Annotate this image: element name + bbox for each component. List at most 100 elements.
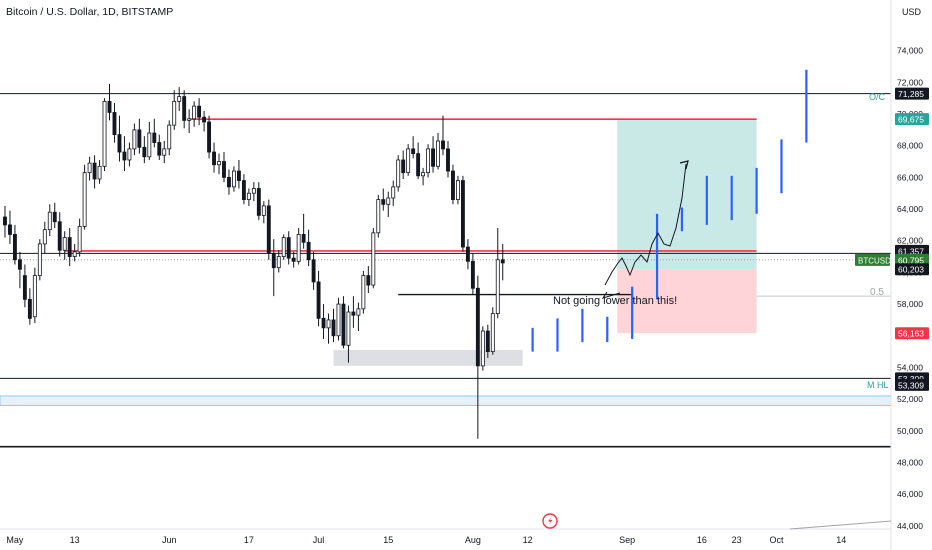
candle[interactable] [192, 101, 197, 127]
candle[interactable] [465, 239, 470, 270]
candle[interactable] [446, 140, 450, 178]
candle[interactable] [296, 228, 301, 265]
candle[interactable] [460, 175, 465, 252]
candle[interactable] [202, 110, 207, 132]
candle[interactable] [152, 118, 157, 148]
candle[interactable] [401, 150, 406, 179]
tv-logo[interactable] [542, 513, 558, 529]
candle[interactable] [217, 153, 221, 175]
currency-label[interactable]: USD [902, 7, 922, 17]
candle[interactable] [147, 121, 152, 160]
candle[interactable] [232, 166, 236, 192]
candle[interactable] [87, 156, 92, 181]
candle[interactable] [316, 270, 321, 327]
candle[interactable] [222, 152, 226, 183]
candle[interactable] [266, 199, 271, 260]
candle[interactable] [102, 98, 107, 172]
price-axis[interactable]: USD 74,00072,00070,00068,00066,00064,000… [855, 0, 932, 550]
candle[interactable] [346, 305, 351, 363]
candle[interactable] [27, 288, 32, 325]
candle[interactable] [47, 204, 52, 236]
candle[interactable] [366, 266, 371, 294]
candle[interactable] [436, 133, 440, 170]
candle[interactable] [341, 296, 346, 349]
candle[interactable] [132, 123, 137, 156]
candle[interactable] [42, 221, 47, 254]
candle[interactable] [386, 191, 391, 217]
candle[interactable] [321, 304, 326, 339]
candle[interactable] [301, 213, 306, 249]
candle[interactable] [391, 180, 396, 206]
candle[interactable] [62, 231, 67, 260]
candle[interactable] [281, 234, 286, 260]
time-axis[interactable]: May 13 Jun 17 Jul 15 Aug 12 Sep 16 23 Oct 14 [0, 528, 891, 545]
candle[interactable] [261, 201, 266, 224]
candle[interactable] [142, 136, 147, 164]
candle[interactable] [162, 140, 167, 164]
candle[interactable] [475, 275, 480, 439]
candle[interactable] [431, 136, 435, 173]
candle[interactable] [311, 251, 316, 290]
candle[interactable] [406, 144, 411, 176]
candle[interactable] [197, 98, 202, 126]
candle[interactable] [172, 90, 177, 130]
candle[interactable] [227, 169, 231, 195]
candle[interactable] [77, 218, 82, 257]
candle[interactable] [276, 250, 281, 273]
candle[interactable] [246, 188, 251, 206]
candle[interactable] [107, 83, 112, 121]
candle[interactable] [182, 90, 187, 129]
candle[interactable] [411, 136, 416, 159]
candle[interactable] [331, 308, 336, 343]
candle[interactable] [177, 87, 182, 111]
candle[interactable] [426, 144, 431, 178]
candle[interactable] [251, 182, 256, 202]
candle[interactable] [67, 228, 72, 267]
candle[interactable] [356, 302, 361, 332]
candle[interactable] [441, 115, 445, 156]
candle[interactable] [376, 194, 381, 238]
candle[interactable] [82, 164, 87, 230]
candle[interactable] [127, 142, 132, 167]
candle[interactable] [451, 164, 455, 205]
candle[interactable] [236, 159, 241, 189]
candle[interactable] [212, 142, 216, 173]
candle[interactable] [32, 267, 37, 324]
candle[interactable] [416, 142, 421, 179]
candle[interactable] [112, 102, 117, 143]
candle[interactable] [256, 182, 261, 221]
candle[interactable] [17, 251, 22, 289]
candle[interactable] [286, 231, 291, 265]
candle[interactable] [187, 109, 192, 134]
candle[interactable] [207, 115, 212, 159]
candle[interactable] [421, 167, 426, 186]
candle[interactable] [500, 243, 505, 281]
candle[interactable] [137, 118, 142, 154]
candle[interactable] [495, 228, 500, 319]
candle[interactable] [480, 326, 485, 371]
candle[interactable] [396, 155, 401, 192]
candle[interactable] [72, 243, 77, 262]
candle[interactable] [361, 270, 366, 314]
candle[interactable] [241, 174, 246, 205]
candle[interactable] [97, 159, 102, 184]
candle[interactable] [371, 228, 376, 289]
candle[interactable] [456, 175, 460, 205]
candle[interactable] [167, 120, 172, 156]
candle[interactable] [37, 239, 42, 281]
candle[interactable] [351, 296, 356, 328]
candle[interactable] [12, 224, 17, 265]
candle[interactable] [336, 297, 341, 341]
candle[interactable] [326, 313, 331, 344]
candle[interactable] [92, 155, 97, 189]
candle[interactable] [57, 212, 62, 257]
candle[interactable] [122, 136, 127, 172]
candle[interactable] [490, 307, 495, 355]
candle[interactable] [291, 251, 296, 268]
candle[interactable] [157, 134, 162, 160]
candle[interactable] [8, 210, 12, 244]
candle[interactable] [117, 115, 122, 162]
candle[interactable] [485, 324, 490, 358]
